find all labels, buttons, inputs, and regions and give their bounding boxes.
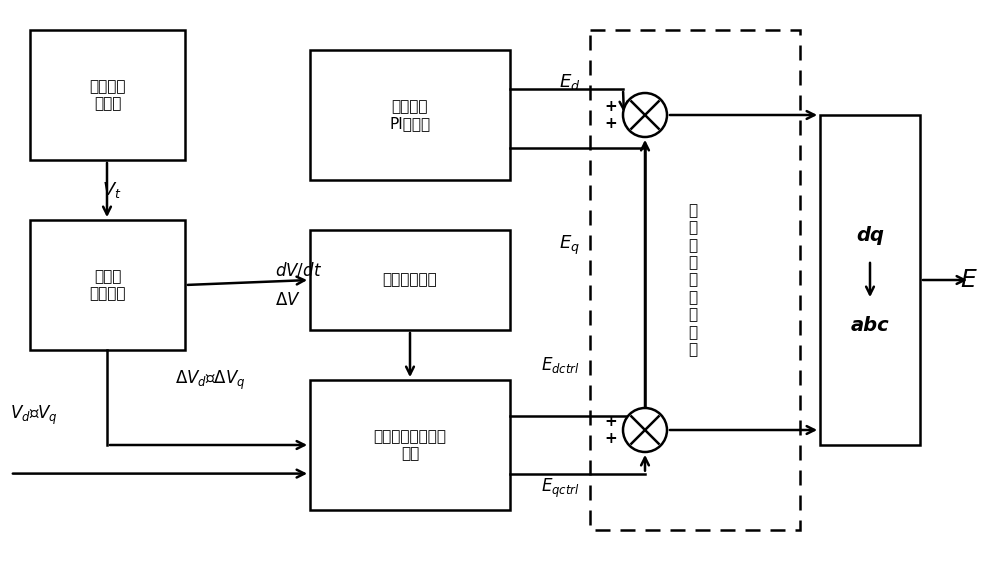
Text: 直驱风机: 直驱风机 — [89, 79, 126, 94]
Text: abc: abc — [851, 315, 889, 334]
Text: $V_d$，$V_q$: $V_d$，$V_q$ — [10, 403, 58, 426]
Text: 电流控制: 电流控制 — [392, 99, 428, 114]
Text: $\Delta V_d$，$\Delta V_q$: $\Delta V_d$，$\Delta V_q$ — [175, 369, 246, 392]
Circle shape — [623, 93, 667, 137]
Text: 测量模块: 测量模块 — [89, 286, 126, 301]
Text: 端
电
压
响
应
优
化
模
块: 端 电 压 响 应 优 化 模 块 — [688, 203, 698, 357]
Text: +: + — [604, 413, 617, 429]
Text: +: + — [604, 99, 617, 114]
Text: 模块: 模块 — [401, 446, 419, 461]
Text: 输出端: 输出端 — [94, 96, 121, 111]
Text: +: + — [604, 116, 617, 131]
Bar — [310, 50, 510, 180]
Text: $dV/dt$: $dV/dt$ — [275, 260, 322, 279]
Text: $E_d$: $E_d$ — [559, 72, 580, 92]
Bar — [820, 115, 920, 445]
Text: $E_{qctrl}$: $E_{qctrl}$ — [541, 476, 580, 500]
Text: 端电压: 端电压 — [94, 269, 121, 284]
Text: PI控制器: PI控制器 — [389, 116, 431, 131]
Text: $E_q$: $E_q$ — [559, 233, 580, 256]
Text: $E$: $E$ — [960, 268, 978, 292]
Bar — [590, 30, 800, 530]
Text: 电压校正信号生成: 电压校正信号生成 — [374, 429, 446, 444]
Bar — [30, 220, 185, 350]
Text: 控制启动模块: 控制启动模块 — [383, 273, 437, 287]
Text: $V_t$: $V_t$ — [102, 180, 122, 200]
Bar — [310, 380, 510, 510]
Text: $E_{dctrl}$: $E_{dctrl}$ — [541, 355, 580, 375]
Text: dq: dq — [856, 226, 884, 245]
Text: +: + — [604, 431, 617, 447]
Circle shape — [623, 408, 667, 452]
Bar — [30, 30, 185, 160]
Text: $\Delta V$: $\Delta V$ — [275, 291, 301, 309]
Bar — [310, 230, 510, 330]
